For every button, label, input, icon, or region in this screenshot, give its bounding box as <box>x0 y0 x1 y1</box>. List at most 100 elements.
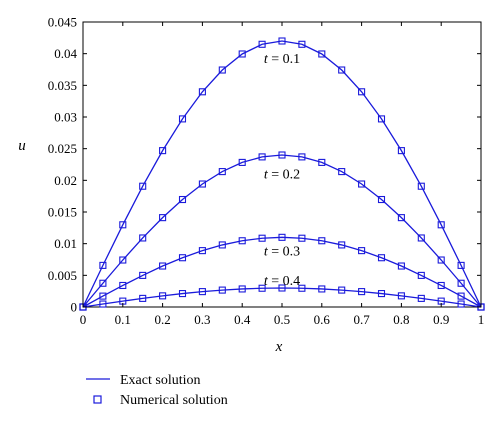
numerical-solution-point <box>238 158 246 166</box>
numerical-solution-point <box>159 292 167 300</box>
numerical-solution-point <box>358 247 366 255</box>
series-4 <box>79 284 485 311</box>
numerical-solution-point <box>318 237 326 245</box>
numerical-solution-point <box>119 221 127 229</box>
numerical-solution-point <box>298 40 306 48</box>
x-tick-label: 0.2 <box>154 312 170 327</box>
numerical-solution-point <box>99 261 107 269</box>
legend-numerical-marker-icon <box>93 395 102 404</box>
exact-solution-line <box>82 154 482 308</box>
numerical-solution-point <box>417 182 425 190</box>
numerical-solution-point <box>338 241 346 249</box>
x-tick-label: 0 <box>80 312 87 327</box>
numerical-solution-point <box>159 147 167 155</box>
x-tick-label: 0.4 <box>234 312 251 327</box>
numerical-solution-point <box>139 271 147 279</box>
legend: Exact solution Numerical solution <box>86 373 228 408</box>
y-tick-label: 0.045 <box>48 15 77 30</box>
numerical-solution-point <box>238 285 246 293</box>
numerical-solution-point <box>178 195 187 204</box>
numerical-solution-point <box>218 168 226 176</box>
numerical-solution-point <box>457 279 465 287</box>
numerical-solution-point <box>198 247 206 255</box>
curve-annotation: t = 0.3 <box>264 245 300 260</box>
numerical-solution-point <box>278 37 286 45</box>
curve-annotation: t = 0.2 <box>264 167 300 182</box>
numerical-solution-point <box>457 261 465 269</box>
numerical-solution-point <box>377 195 386 204</box>
axis-ticks: 0 0.1 0.2 0.3 0.4 0.5 0.6 0.7 0.8 0.9 1 0 0.005 0.01 0… <box>48 15 485 328</box>
numerical-solution-point <box>258 153 266 161</box>
x-tick-label: 0.7 <box>353 312 370 327</box>
numerical-solution-point <box>338 286 346 294</box>
numerical-solution-point <box>298 284 306 292</box>
numerical-solution-point <box>377 254 386 262</box>
numerical-solution-point <box>437 221 445 229</box>
numerical-solution-point <box>99 292 107 300</box>
legend-exact-label: Exact solution <box>120 373 201 388</box>
numerical-solution-point <box>397 147 405 155</box>
exact-solution-line <box>82 40 482 308</box>
numerical-solution-point <box>99 279 107 287</box>
numerical-solution-point <box>218 286 226 294</box>
y-tick-label: 0 <box>71 300 78 315</box>
x-tick-label: 0.5 <box>274 312 290 327</box>
numerical-solution-point <box>298 234 306 242</box>
exact-solution-line <box>82 287 482 308</box>
numerical-solution-point <box>198 288 206 296</box>
numerical-solution-point <box>417 294 425 302</box>
numerical-solution-point <box>397 292 405 300</box>
y-tick-label: 0.025 <box>48 141 77 156</box>
numerical-solution-point <box>377 290 386 298</box>
numerical-solution-point <box>318 158 326 166</box>
numerical-solution-point <box>198 88 206 96</box>
numerical-solution-point <box>258 40 266 48</box>
y-tick-label: 0.04 <box>54 46 77 61</box>
numerical-solution-point <box>397 214 405 222</box>
curve-annotation: t = 0.1 <box>264 52 300 67</box>
numerical-solution-point <box>218 66 226 74</box>
numerical-solution-point <box>437 256 445 264</box>
exact-solution-line <box>82 236 482 308</box>
legend-numerical-label: Numerical solution <box>120 393 228 408</box>
curve-annotations: t = 0.1 t = 0.2 t = 0.3 t = 0.4 <box>264 52 300 289</box>
x-tick-label: 0.9 <box>433 312 449 327</box>
numerical-solution-point <box>278 284 286 292</box>
numerical-solution-point <box>139 182 147 190</box>
numerical-solution-point <box>119 281 127 290</box>
numerical-solution-point <box>159 262 167 270</box>
x-tick-label: 0.1 <box>115 312 131 327</box>
numerical-solution-point <box>358 88 366 96</box>
numerical-solution-point <box>238 50 246 58</box>
x-tick-label: 0.3 <box>194 312 210 327</box>
numerical-solution-point <box>437 281 445 290</box>
x-tick-label: 1 <box>478 312 485 327</box>
numerical-solution-point <box>417 271 425 279</box>
numerical-solution-point <box>457 292 465 300</box>
y-tick-label: 0.02 <box>54 173 77 188</box>
numerical-solution-point <box>139 294 147 302</box>
numerical-solution-point <box>159 214 167 222</box>
numerical-solution-point <box>278 151 286 159</box>
numerical-solution-point <box>397 262 405 270</box>
numerical-solution-point <box>198 180 206 188</box>
numerical-solution-point <box>318 285 326 293</box>
series-1 <box>79 37 485 311</box>
numerical-solution-point <box>178 115 187 123</box>
numerical-solution-point <box>318 50 326 58</box>
plot-area <box>79 21 485 311</box>
y-tick-label: 0.03 <box>54 110 77 125</box>
numerical-solution-point <box>457 300 465 308</box>
numerical-solution-point <box>218 241 226 249</box>
numerical-solution-point <box>178 290 187 298</box>
numerical-solution-point <box>377 115 386 123</box>
numerical-solution-point <box>298 153 306 161</box>
series-2 <box>79 151 485 311</box>
y-axis-label: u <box>18 138 26 154</box>
y-tick-label: 0.035 <box>48 78 77 93</box>
numerical-solution-point <box>358 180 366 188</box>
numerical-solution-point <box>99 300 107 308</box>
numerical-solution-point <box>258 284 266 292</box>
y-tick-label: 0.01 <box>54 236 77 251</box>
y-tick-label: 0.005 <box>48 268 77 283</box>
